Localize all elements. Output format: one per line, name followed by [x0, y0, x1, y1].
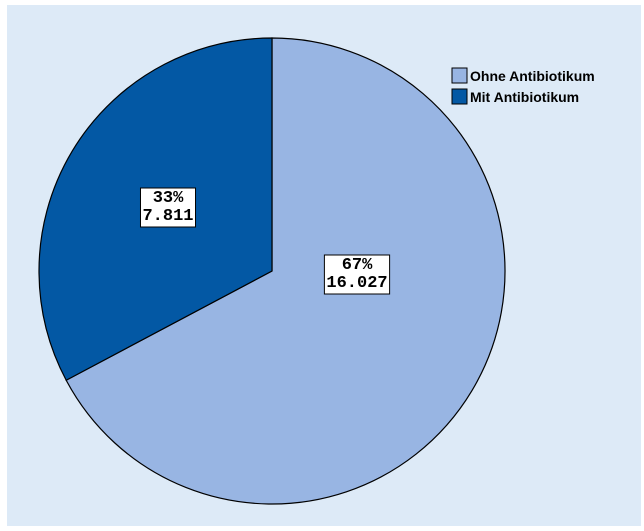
data-label-percent: 33% — [153, 189, 184, 208]
legend: Ohne Antibiotikum Mit Antibiotikum — [451, 67, 595, 105]
data-label-box — [323, 254, 391, 295]
pie-slices — [38, 37, 506, 505]
legend-label-mit-antibiotikum: Mit Antibiotikum — [470, 89, 579, 105]
data-label-mit-antibiotikum: 33%7.811 — [139, 187, 197, 228]
pie-slice-ohne-antibiotikum — [65, 37, 506, 505]
data-label-value: 7.811 — [142, 207, 193, 226]
legend-item-ohne-antibiotikum: Ohne Antibiotikum — [451, 67, 595, 84]
data-label-value: 16.027 — [326, 274, 387, 293]
legend-swatch-mit-antibiotikum — [451, 88, 468, 105]
data-label-box — [139, 187, 197, 228]
data-label-ohne-antibiotikum: 67%16.027 — [323, 254, 391, 295]
legend-label-ohne-antibiotikum: Ohne Antibiotikum — [470, 68, 595, 84]
data-label-percent: 67% — [342, 256, 373, 275]
legend-item-mit-antibiotikum: Mit Antibiotikum — [451, 88, 579, 105]
legend-swatch-ohne-antibiotikum — [451, 67, 468, 84]
slice-labels: 67%16.027 33%7.811 — [139, 187, 391, 295]
